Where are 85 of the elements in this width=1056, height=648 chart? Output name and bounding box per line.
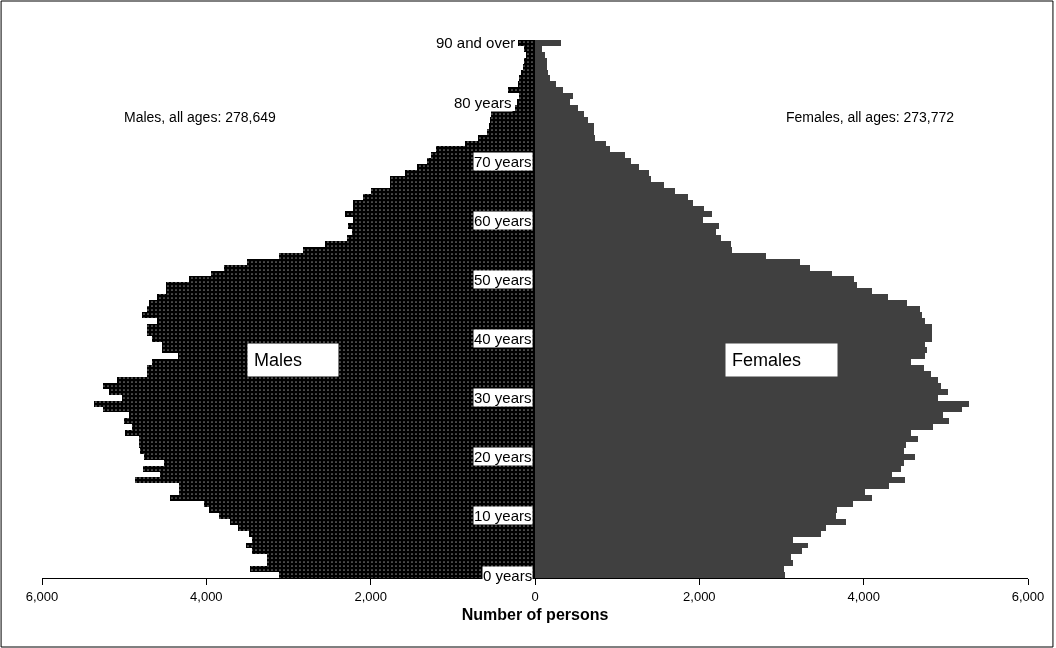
annotation: Males, all ages: 278,649 xyxy=(124,109,276,125)
annotation: Females, all ages: 273,772 xyxy=(786,109,955,125)
bar xyxy=(129,412,535,418)
series-label: Females xyxy=(732,350,832,370)
bar xyxy=(518,40,535,46)
y-tick-label: 80 years xyxy=(454,94,512,111)
bar xyxy=(363,194,535,200)
bar xyxy=(465,141,535,146)
bar xyxy=(249,531,535,537)
bar xyxy=(490,117,535,123)
bar xyxy=(143,466,535,472)
bar xyxy=(487,129,535,135)
y-tick-label: 60 years xyxy=(474,212,532,229)
bar xyxy=(371,188,535,194)
y-tick-label: 90 and over xyxy=(436,34,516,51)
bar xyxy=(518,81,535,87)
bar xyxy=(135,477,535,483)
bar xyxy=(519,75,535,81)
bar xyxy=(303,247,535,253)
bar xyxy=(252,548,535,554)
series-label: Males xyxy=(254,350,333,370)
bar xyxy=(246,543,535,548)
bar xyxy=(247,259,535,265)
x-tick-label: 4,000 xyxy=(190,588,223,604)
bar xyxy=(117,377,535,383)
bar xyxy=(103,407,535,412)
bar xyxy=(267,554,535,560)
bar xyxy=(519,93,535,99)
bar xyxy=(147,306,535,312)
bar xyxy=(267,560,535,566)
bar xyxy=(132,424,535,430)
x-tick-label: 2,000 xyxy=(683,588,716,604)
bar xyxy=(204,501,535,507)
bar xyxy=(157,294,535,300)
bar xyxy=(353,200,535,206)
bar xyxy=(103,383,535,389)
y-tick-label: 20 years xyxy=(474,448,532,465)
bar xyxy=(524,58,535,64)
bar xyxy=(166,288,535,294)
y-tick-label: 30 years xyxy=(474,389,532,406)
bar xyxy=(526,52,535,58)
bar xyxy=(170,495,535,501)
bar xyxy=(179,489,535,495)
bar xyxy=(489,123,535,129)
bar xyxy=(124,418,535,424)
bar xyxy=(405,170,535,176)
bar xyxy=(125,430,535,436)
bar xyxy=(279,253,535,259)
bar xyxy=(390,182,535,188)
bar xyxy=(224,265,535,271)
bar xyxy=(524,46,535,52)
x-tick-label: 6,000 xyxy=(25,588,59,604)
y-tick-label: 0 years xyxy=(483,567,533,584)
y-tick-label: 50 years xyxy=(474,271,532,288)
bar xyxy=(517,99,535,105)
bar xyxy=(521,70,535,75)
x-tick-label: 0 xyxy=(531,588,539,604)
y-tick-label: 70 years xyxy=(474,153,532,170)
bar xyxy=(325,241,535,247)
bar xyxy=(523,64,535,70)
bar xyxy=(160,472,535,477)
bar xyxy=(353,206,535,211)
bar xyxy=(390,176,535,182)
x-tick-label: 6,000 xyxy=(1011,588,1045,604)
bar xyxy=(252,537,535,543)
bar xyxy=(139,442,535,448)
bar xyxy=(515,105,535,111)
x-tick-label: 2,000 xyxy=(354,588,387,604)
bar xyxy=(491,111,535,117)
bar xyxy=(347,235,535,241)
bar xyxy=(508,87,535,93)
x-axis-title: Number of persons xyxy=(461,606,609,624)
bar xyxy=(436,146,535,152)
y-tick-label: 40 years xyxy=(474,330,532,347)
bar xyxy=(352,229,535,235)
bar xyxy=(149,300,535,306)
y-tick-label: 10 years xyxy=(474,507,532,524)
bar xyxy=(179,483,535,489)
bar xyxy=(139,436,535,442)
bar xyxy=(238,525,535,531)
bar xyxy=(142,312,535,318)
bar xyxy=(157,318,535,324)
x-tick-label: 4,000 xyxy=(847,588,880,604)
bar xyxy=(478,135,535,141)
bar xyxy=(147,324,535,330)
